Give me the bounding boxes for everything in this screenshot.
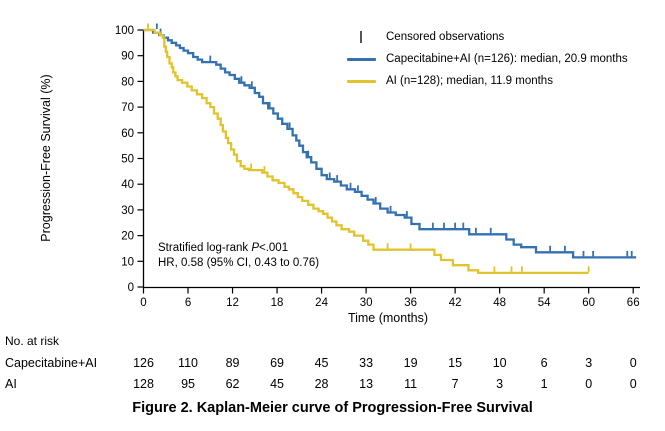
risk-value: 89: [225, 356, 240, 370]
risk-value: 95: [181, 377, 195, 391]
risk-value: 0: [629, 377, 637, 391]
x-tick-label: 24: [315, 297, 328, 309]
risk-value: 3: [585, 356, 593, 370]
risk-table-header: No. at risk: [5, 334, 60, 348]
risk-value: 62: [225, 377, 240, 391]
risk-value: 126: [133, 356, 154, 370]
risk-value: 13: [359, 377, 374, 391]
x-tick-label: 30: [360, 297, 373, 309]
legend-item-censored: Censored observations: [345, 30, 628, 44]
risk-value: 3: [496, 377, 504, 391]
x-tick-label: 42: [449, 297, 462, 309]
legend-label-censored: Censored observations: [386, 31, 505, 43]
stats-annotation: Stratified log-rank P<.001 HR, 0.58 (95%…: [158, 241, 319, 271]
x-tick-label: 12: [226, 297, 239, 309]
series-curve-ai: [143, 28, 589, 275]
capecitabine-ai-line-swatch: [345, 57, 377, 61]
legend-item-ai: AI (n=128); median, 11.9 months: [345, 74, 628, 88]
hazard-ratio-line: HR, 0.58 (95% CI, 0.43 to 0.76): [158, 257, 320, 269]
ai-line-swatch: [345, 79, 377, 83]
logrank-line: Stratified log-rank P<.001: [158, 242, 289, 254]
figure-caption: Figure 2. Kaplan-Meier curve of Progress…: [132, 400, 533, 416]
risk-value: 15: [448, 356, 463, 370]
y-tick-label: 0: [128, 282, 134, 294]
risk-value: 6: [540, 356, 548, 370]
risk-value: 0: [585, 377, 593, 391]
risk-value: 45: [314, 356, 329, 370]
x-tick-label: 54: [538, 297, 551, 309]
risk-value: 128: [133, 377, 154, 391]
y-tick-label: 100: [115, 25, 134, 37]
risk-value: 28: [314, 377, 329, 391]
x-tick-label: 36: [404, 297, 417, 309]
y-tick-label: 80: [121, 76, 134, 88]
y-tick-label: 10: [121, 256, 134, 268]
legend-label-capecitabine-ai: Capecitabine+AI (n=126): median, 20.9 mo…: [386, 53, 628, 65]
risk-row-label-capecitabine-ai: Capecitabine+AI: [5, 356, 98, 370]
y-tick-label: 50: [121, 154, 134, 166]
censored-tick-icon: [345, 31, 377, 43]
series-curve-capecitabine-ai: [143, 28, 637, 259]
legend-item-capecitabine-ai: Capecitabine+AI (n=126): median, 20.9 mo…: [345, 52, 628, 66]
legend-label-ai: AI (n=128); median, 11.9 months: [386, 75, 553, 87]
y-tick-label: 20: [121, 231, 134, 243]
y-tick-label: 40: [121, 179, 134, 191]
risk-value: 110: [178, 356, 198, 370]
risk-value: 10: [492, 356, 507, 370]
x-tick-label: 66: [627, 297, 640, 309]
x-tick-label: 48: [493, 297, 506, 309]
x-axis-label: Time (months): [347, 311, 429, 325]
risk-row-label-ai: AI: [5, 377, 17, 391]
x-tick-label: 18: [271, 297, 284, 309]
y-tick-label: 70: [121, 102, 134, 114]
risk-value: 1: [540, 377, 548, 391]
risk-value: 7: [451, 377, 459, 391]
risk-value: 19: [403, 356, 418, 370]
y-tick-label: 60: [121, 128, 134, 140]
y-tick-label: 90: [121, 51, 134, 63]
x-tick-label: 6: [185, 297, 191, 309]
risk-value: 33: [359, 356, 374, 370]
risk-value: 11: [404, 377, 418, 391]
y-tick-label: 30: [121, 205, 134, 217]
x-tick-label: 0: [140, 297, 146, 309]
risk-value: 0: [629, 356, 637, 370]
y-axis-label: Progression-Free Survival (%): [39, 74, 53, 242]
x-tick-label: 60: [582, 297, 595, 309]
risk-value: 45: [270, 377, 284, 391]
legend: Censored observations Capecitabine+AI (n…: [345, 30, 628, 88]
risk-value: 69: [270, 356, 284, 370]
